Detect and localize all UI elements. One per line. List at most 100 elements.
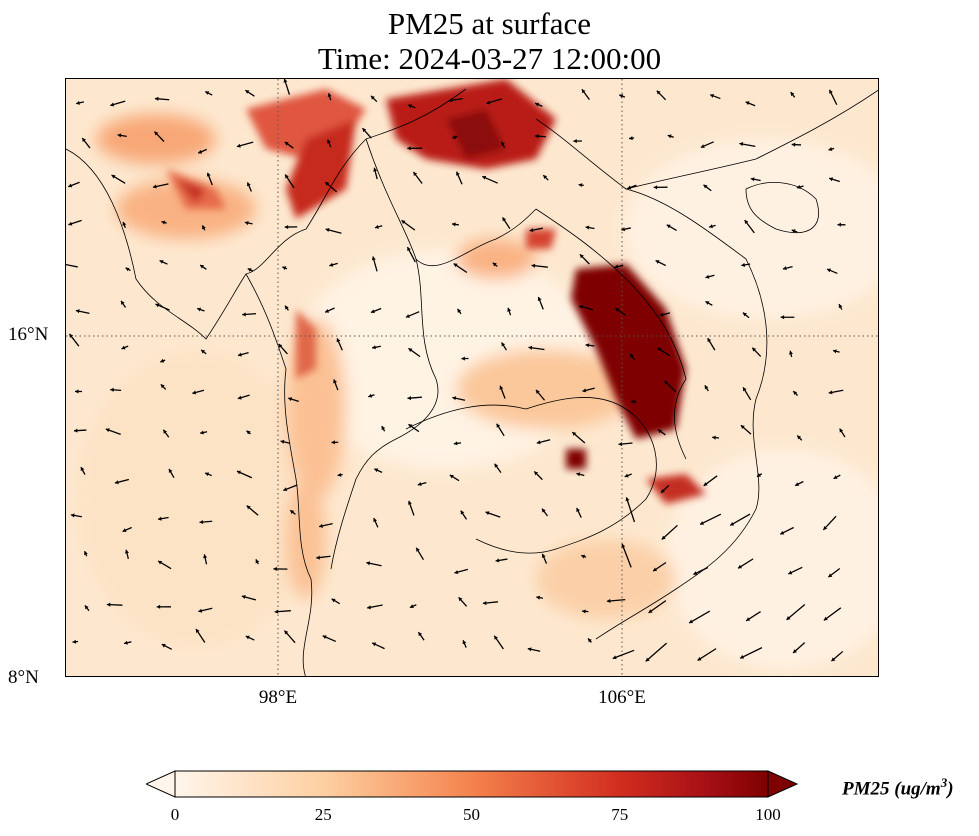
wind-arrow-head [319,523,323,528]
wind-arrow-head [746,617,751,621]
wind-arrow-head [837,222,841,227]
wind-arrow-head [288,397,293,402]
wind-arrow-head [70,513,75,518]
wind-arrow-head [200,430,204,435]
wind-arrow-head [485,511,490,516]
wind-arrow-head [124,549,129,554]
wind-arrow-head [329,262,334,267]
wind-arrow-head [322,635,327,639]
wind-arrow-head [664,380,669,385]
colorbar-tick-label: 100 [755,805,781,824]
wind-arrow-head [114,480,119,485]
wind-arrow-head [407,395,412,401]
wind-arrow-head [666,224,671,229]
wind-arrow-head [242,312,246,317]
wind-arrow-head [621,543,626,548]
wind-arrow-head [110,102,115,107]
wind-arrow-head [163,429,168,434]
wind-arrow-head [407,146,411,151]
wind-arrow-head [629,136,633,141]
wind-arrow [699,513,722,526]
wind-arrow-head [284,630,289,635]
wind-arrow [729,513,751,527]
wind-arrow-head [793,391,798,396]
wind-arrow-head [285,174,289,179]
wind-arrow-head [697,656,702,661]
wind-arrow-head [68,183,73,188]
wind-arrow-head [246,182,251,187]
wind-arrow-head [615,308,620,312]
wind-arrow [612,649,635,660]
map-panel[interactable] [65,78,879,677]
wind-arrow-head [82,137,86,142]
wind-arrow-head [373,167,378,172]
lon-label-106e: 106°E [598,687,646,708]
wind-arrow [823,607,842,621]
wind-arrow-head [245,635,250,640]
wind-arrow-head [703,184,708,189]
wind-arrow-head [740,654,745,659]
wind-arrow-head [648,609,653,613]
wind-arrow-head [742,312,747,317]
wind-arrow-head [418,632,423,637]
wind-arrow-head [244,221,249,226]
colorbar-tick-label: 50 [463,805,480,824]
map-title: PM25 at surface [387,6,592,41]
colorbar-tick-label: 0 [170,805,180,824]
wind-arrow-head [246,505,251,510]
wind-arrow-head [704,385,709,390]
wind-arrow-head [531,263,536,268]
wind-arrow-head [460,510,465,515]
wind-arrow-head [245,90,250,94]
wind-arrow-head [527,647,532,652]
wind-arrow-head [409,604,414,609]
wind-arrow-head [831,657,836,662]
wind-arrow-head [73,428,78,433]
wind-arrow-head [408,348,413,353]
wind-arrow-head [572,432,577,436]
wind-arrow-head [456,171,460,176]
wind-arrow-head [823,525,828,530]
wind-arrow-head [407,500,412,505]
wind-arrow-head [828,390,833,395]
wind-arrow-head [154,131,159,136]
wind-arrow-head [780,315,785,320]
wind-arrow-head [408,104,413,109]
wind-arrow-head [120,300,125,305]
wind-arrow-head [790,92,795,97]
wind-arrow-head [236,143,241,148]
wind-arrow-head [161,220,166,225]
wind-arrow [661,524,678,540]
wind-arrow-head [362,128,367,133]
map-subtitle-time: Time: 2024-03-27 12:00:00 [317,41,662,76]
wind-arrow-head [796,184,801,189]
wind-arrow-head [738,564,743,569]
wind-arrow-head [625,497,630,502]
wind-arrow-head [372,642,377,647]
colorbar-gradient [174,770,769,798]
wind-arrow-head [283,487,288,492]
wind-arrow-head [709,224,713,229]
wind-arrow-head [370,95,375,100]
wind-arrow-head [121,345,126,350]
wind-arrow [697,648,717,661]
wind-arrow-head [582,388,587,393]
wind-arrow-head [282,266,287,271]
wind-arrow-head [689,619,694,624]
wind-arrow-head [627,185,632,190]
wind-arrow-head [284,141,289,146]
wind-arrow-head [198,149,203,154]
wind-arrow-head [205,472,210,477]
wind-arrow-head [579,254,584,259]
wind-arrow-head [105,428,110,433]
wind-arrow-head [241,595,246,600]
wind-arrow-head [494,463,499,468]
wind-arrow-head [653,567,658,572]
wind-arrow-head [152,184,157,189]
wind-arrow-head [381,426,386,431]
lat-label-8n: 8°N [8,667,39,688]
wind-arrow-head [710,93,715,98]
wind-arrow-head [336,338,341,343]
wind-arrow-head [68,221,73,226]
wind-arrow-head [72,639,77,644]
